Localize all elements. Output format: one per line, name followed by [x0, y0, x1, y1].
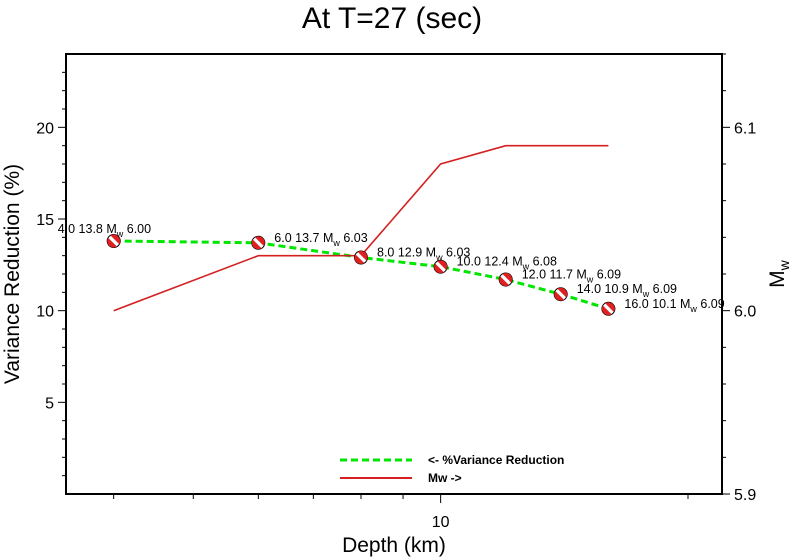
point-label: 10.0 12.4 Mw 6.08	[457, 255, 557, 272]
point-label: 4.0 13.8 Mw 6.00	[58, 222, 151, 239]
mechanism-marker-quadrant	[357, 251, 368, 261]
y2-tick-label: 6.1	[734, 120, 756, 137]
legend-label-mw: Mw ->	[428, 471, 462, 485]
mechanism-marker	[251, 235, 266, 250]
x-tick-label: 10	[432, 514, 450, 531]
mechanism-marker	[354, 250, 368, 265]
point-label-values: 14.0 10.9 M	[577, 282, 643, 296]
y2-axis-label: Mw	[766, 259, 792, 288]
point-label-values: 16.0 10.1 M	[624, 297, 690, 311]
y-tick-label: 5	[45, 395, 54, 412]
point-layer	[106, 234, 616, 316]
point-label: 14.0 10.9 Mw 6.09	[577, 282, 677, 299]
plot-frame	[65, 53, 723, 495]
axis-ticks	[58, 53, 730, 503]
mechanism-marker	[106, 234, 121, 248]
tick-labels: 5 10 15 20 5.9 6.0 6.1 10	[36, 120, 756, 531]
point-label: 8.0 12.9 Mw 6.03	[377, 246, 470, 263]
mechanism-marker-quadrant	[254, 236, 265, 247]
point-label-mw: 6.09	[649, 282, 677, 296]
point-label-subscript: w	[332, 238, 340, 248]
mechanism-marker	[553, 287, 568, 302]
point-label: 6.0 13.7 Mw 6.03	[274, 231, 367, 248]
point-labels-layer: 4.0 13.8 Mw 6.006.0 13.7 Mw 6.038.0 12.9…	[58, 222, 725, 314]
point-label-mw: 6.03	[340, 231, 368, 245]
y-tick-label: 15	[36, 212, 54, 229]
mechanism-marker-quadrant	[434, 263, 444, 274]
y-axis-label: Variance Reduction (%)	[1, 164, 24, 384]
mechanism-marker	[498, 272, 513, 287]
point-label-values: 12.0 11.7 M	[522, 268, 587, 282]
point-label-values: 10.0 12.4 M	[457, 255, 523, 269]
mechanism-marker-quadrant	[554, 290, 564, 301]
point-label-values: 8.0 12.9 M	[377, 246, 436, 260]
point-label-mw: 6.03	[443, 246, 471, 260]
mechanism-marker-quadrant	[601, 305, 612, 316]
mechanism-marker-quadrant	[251, 239, 262, 250]
point-label-subscript: w	[689, 304, 697, 314]
point-label-subscript: w	[586, 275, 594, 285]
point-label-mw: 6.08	[529, 255, 557, 269]
y-tick-label: 20	[36, 120, 54, 137]
chart-title: At T=27 (sec)	[302, 2, 482, 35]
mechanism-marker-quadrant	[605, 302, 615, 313]
point-label: 12.0 11.7 Mw 6.09	[522, 268, 621, 285]
y2-axis-label-main: M	[766, 270, 789, 288]
y2-tick-label: 6.0	[734, 304, 756, 321]
mechanism-marker-quadrant	[499, 276, 509, 286]
mechanism-marker-quadrant	[437, 260, 448, 270]
mechanism-marker-quadrant	[107, 237, 117, 248]
mechanism-marker-quadrant	[354, 254, 365, 264]
point-label-subscript: w	[435, 253, 443, 263]
series-layer	[113, 144, 609, 312]
point-label-values: 6.0 13.7 M	[274, 231, 333, 245]
mechanism-marker	[433, 259, 448, 274]
point-label-mw: 6.09	[697, 297, 725, 311]
legend: <- %Variance Reduction Mw ->	[340, 453, 564, 485]
point-label-values: 4.0 13.8 M	[58, 222, 117, 236]
point-label-subscript: w	[116, 229, 124, 239]
x-axis-label: Depth (km)	[342, 534, 446, 557]
point-label-subscript: w	[522, 262, 530, 272]
mechanism-marker-quadrant	[502, 273, 513, 283]
point-label: 16.0 10.1 Mw 6.09	[624, 297, 724, 314]
y2-axis-label-sub: w	[776, 259, 792, 271]
point-label-subscript: w	[642, 289, 650, 299]
point-label-mw: 6.00	[123, 222, 151, 236]
mw-line	[113, 144, 609, 312]
mechanism-marker	[601, 301, 616, 316]
legend-label-variance-reduction: <- %Variance Reduction	[428, 453, 564, 467]
y2-tick-label: 5.9	[734, 487, 756, 504]
y-tick-label: 10	[36, 304, 54, 321]
point-label-mw: 6.09	[593, 268, 621, 282]
mechanism-marker-quadrant	[557, 287, 568, 298]
mechanism-marker-quadrant	[110, 234, 121, 245]
